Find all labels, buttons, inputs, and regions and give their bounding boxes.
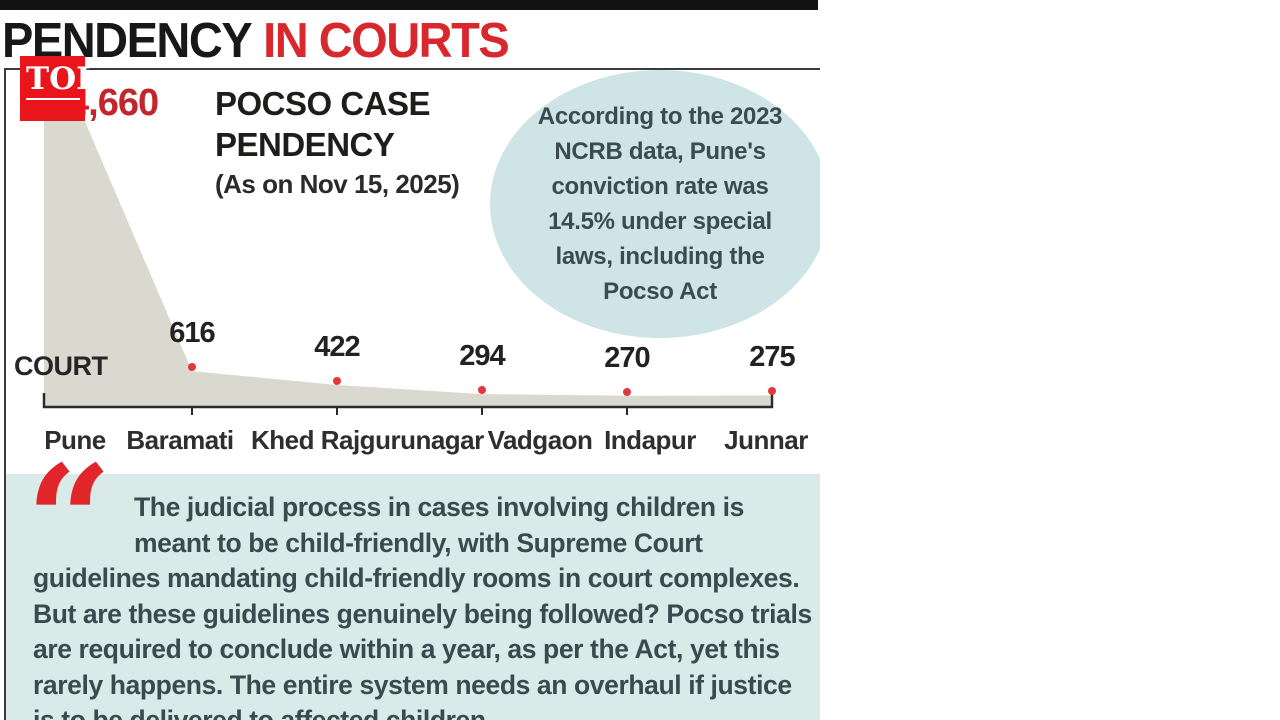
quote-text: The judicial process in cases involving … [33, 490, 813, 720]
chart-subtitle: (As on Nov 15, 2025) [215, 169, 460, 199]
callout-bubble: According to the 2023 NCRB data, Pune's … [490, 70, 820, 338]
y-axis-label: COURT [14, 351, 108, 381]
category-label: Baramati [126, 425, 234, 455]
top-black-strip [0, 0, 818, 10]
area-series [44, 75, 772, 407]
category-label: Pune [44, 425, 106, 455]
page-title-red: IN COURTS [263, 12, 510, 68]
value-label: 275 [749, 341, 795, 374]
category-label: Khed Rajgurunagar [251, 425, 484, 455]
data-point-dot [188, 363, 196, 372]
category-label: Indapur [604, 425, 696, 455]
data-point-dot [478, 386, 486, 395]
chart-title-line1: POCSO CASE [215, 85, 431, 122]
quote-line: guidelines mandating child-friendly room… [33, 563, 800, 593]
chart-title: POCSO CASE PENDENCY [215, 83, 431, 165]
quote-line: rarely happens. The entire system needs … [33, 669, 792, 700]
pendency-area-chart [42, 75, 774, 415]
data-point-dot [768, 387, 776, 396]
quote-line: The judicial process in cases involving … [134, 492, 744, 522]
toi-logo-underline [26, 98, 80, 100]
category-label: Vadgaon [487, 425, 593, 455]
category-label: Junnar [724, 425, 808, 455]
toi-logo: TOI [20, 56, 91, 121]
value-label: 616 [169, 317, 215, 350]
data-point-dot [623, 387, 631, 396]
x-axis [42, 393, 774, 409]
callout-text: According to the 2023 NCRB data, Pune's … [537, 103, 783, 305]
quote-line: meant to be child-friendly, with Supreme… [134, 527, 703, 558]
chart-panel: According to the 2023 NCRB data, Pune's … [6, 70, 820, 472]
quote-line: is to be delivered to affected children.… [33, 705, 507, 720]
toi-logo-text: TOI [26, 61, 91, 97]
quote-mark-icon: “ [26, 433, 112, 609]
quote-panel: “ The judicial process in cases involvin… [6, 446, 820, 720]
quote-line: are required to conclude within a year, … [33, 634, 780, 664]
data-point-dot [333, 376, 341, 385]
value-label: 294 [459, 340, 505, 373]
quote-line: But are these guidelines genuinely being… [33, 598, 812, 629]
chart-title-line2: PENDENCY [215, 126, 395, 163]
value-label: 270 [604, 341, 650, 374]
value-label: 422 [314, 330, 360, 363]
infographic-card: According to the 2023 NCRB data, Pune's … [4, 68, 820, 720]
